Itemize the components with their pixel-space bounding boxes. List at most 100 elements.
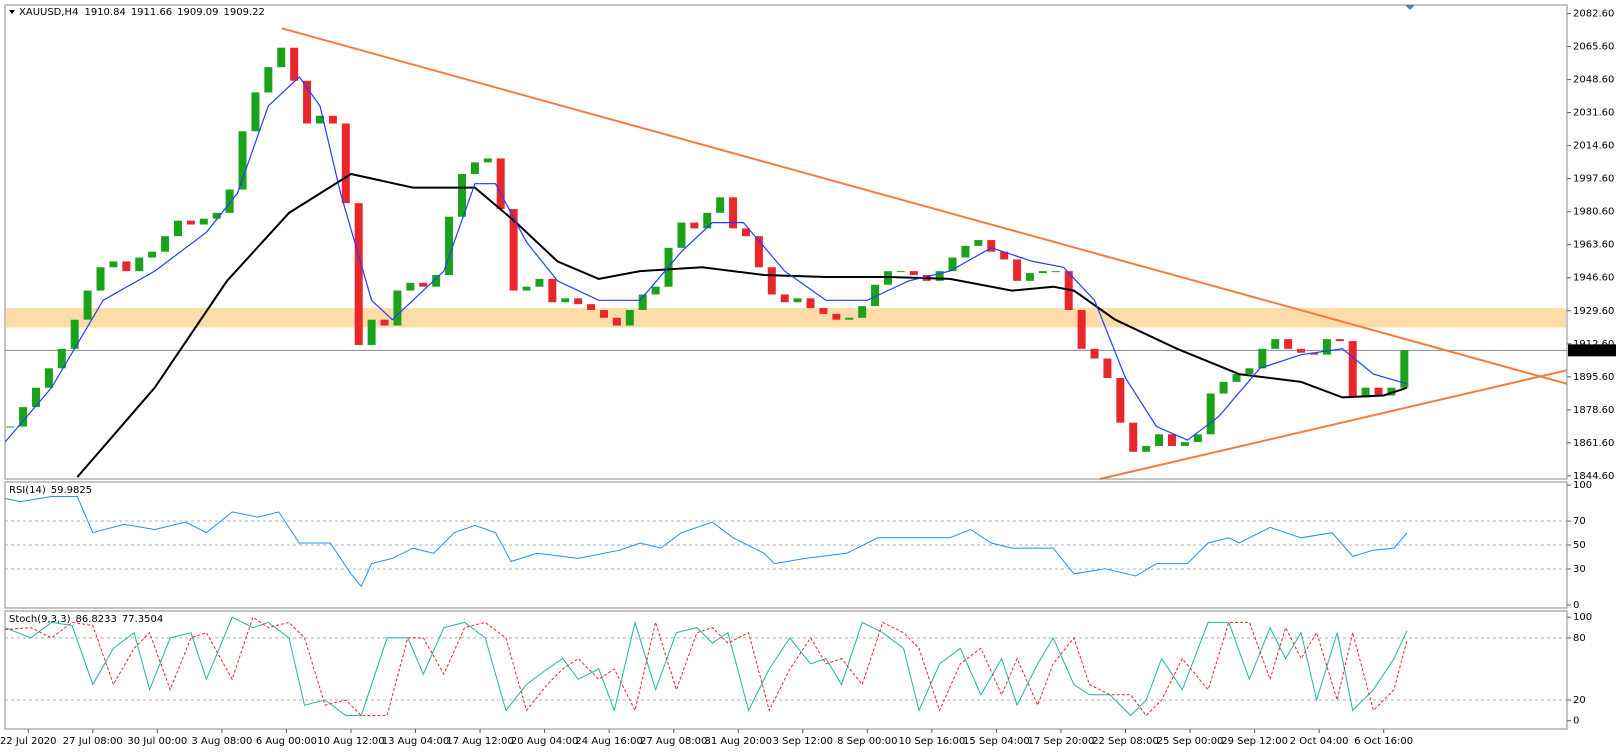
candle xyxy=(57,348,66,369)
candle xyxy=(290,47,299,81)
candle xyxy=(780,294,789,303)
indicator-line xyxy=(4,616,1408,717)
candle xyxy=(31,387,40,408)
symbol: XAUUSD,H4 xyxy=(19,7,78,18)
x-tick-label: 15 Sep 04:00 xyxy=(963,736,1030,747)
candle xyxy=(819,308,828,314)
y-tick-label: 1997.60 xyxy=(1573,174,1614,185)
price-label-box xyxy=(1568,344,1616,357)
x-tick-label: 25 Sep 00:00 xyxy=(1157,736,1224,747)
candle xyxy=(987,240,996,252)
candle xyxy=(651,286,660,295)
x-tick-label: 22 Sep 08:00 xyxy=(1092,736,1159,747)
candle xyxy=(1219,381,1228,394)
candle xyxy=(638,294,647,310)
candle xyxy=(509,208,518,291)
candle xyxy=(871,284,880,307)
x-tick-label: 24 Aug 16:00 xyxy=(575,736,642,747)
candle xyxy=(948,257,957,272)
candle xyxy=(1155,434,1164,446)
y-tick-label: 1895.60 xyxy=(1573,372,1614,383)
candle xyxy=(1038,271,1047,274)
x-tick-label: 17 Sep 20:00 xyxy=(1028,736,1095,747)
candle xyxy=(1284,339,1293,349)
candle xyxy=(1193,434,1202,443)
x-tick-label: 10 Aug 12:00 xyxy=(317,736,384,747)
stoch-title: Stoch(9,3,3) xyxy=(9,614,71,625)
y-tick-label: 2014.60 xyxy=(1573,141,1614,152)
candle xyxy=(845,317,854,320)
candle xyxy=(612,317,621,326)
x-tick-label: 3 Sep 12:00 xyxy=(773,736,833,747)
candle xyxy=(741,228,750,237)
x-tick-label: 6 Oct 16:00 xyxy=(1354,736,1413,747)
x-tick-label: 8 Sep 00:00 xyxy=(837,736,897,747)
candle xyxy=(251,92,260,132)
candle xyxy=(1000,251,1009,260)
candle xyxy=(161,236,170,252)
candle xyxy=(599,309,608,318)
candle xyxy=(729,197,738,229)
candle xyxy=(419,282,428,287)
y-tick-label: 100 xyxy=(1573,480,1592,491)
shift-marker xyxy=(1405,5,1415,10)
low: 1909.09 xyxy=(177,7,218,18)
x-tick-label: 27 Jul 08:00 xyxy=(63,736,123,747)
chart-header: XAUUSD,H4 1910.84 1911.66 1909.09 1909.22 xyxy=(19,7,265,18)
price-label: 1909.22 xyxy=(1571,345,1612,356)
candle xyxy=(1167,434,1176,446)
x-tick-label: 2 Oct 04:00 xyxy=(1290,736,1349,747)
y-tick-label: 1844.60 xyxy=(1573,471,1614,482)
x-tick-label: 10 Sep 16:00 xyxy=(898,736,965,747)
rsi-title: RSI(14) xyxy=(9,485,46,496)
candle xyxy=(561,298,570,303)
candle xyxy=(496,158,505,209)
candle xyxy=(328,115,337,124)
candle xyxy=(1271,339,1280,349)
y-tick-label: 2065.60 xyxy=(1573,42,1614,53)
candle xyxy=(1116,377,1125,423)
price-panel xyxy=(4,4,1568,480)
candle xyxy=(303,80,312,124)
candle xyxy=(1180,442,1189,446)
candle xyxy=(1400,350,1409,388)
stoch-header: Stoch(9,3,3) 86.8233 77.3504 xyxy=(9,614,163,625)
candle xyxy=(1297,348,1306,353)
candle xyxy=(1090,348,1099,359)
y-tick-label: 80 xyxy=(1573,633,1586,644)
candle xyxy=(1348,341,1357,398)
rsi-panel xyxy=(4,481,1568,609)
rsi-header: RSI(14) 59.9825 xyxy=(9,485,92,496)
candle xyxy=(354,203,363,345)
candle xyxy=(896,271,905,273)
stoch-panel xyxy=(4,610,1568,730)
y-tick-label: 1878.60 xyxy=(1573,405,1614,416)
y-tick-label: 50 xyxy=(1573,540,1586,551)
candle xyxy=(393,290,402,326)
x-tick-label: 6 Aug 00:00 xyxy=(256,736,317,747)
candle xyxy=(1361,387,1370,398)
candle xyxy=(341,123,350,204)
x-tick-label: 13 Aug 04:00 xyxy=(382,736,449,747)
candle xyxy=(148,251,157,258)
candle xyxy=(277,47,286,68)
candle xyxy=(1077,309,1086,349)
candle xyxy=(122,261,131,272)
candle xyxy=(1232,374,1241,382)
candle xyxy=(1309,352,1318,355)
candle xyxy=(1387,387,1396,396)
candle xyxy=(716,197,725,213)
candle xyxy=(935,271,944,281)
candle xyxy=(19,407,28,427)
candle xyxy=(432,275,441,287)
candle xyxy=(677,222,686,248)
candle xyxy=(6,426,15,428)
high: 1911.66 xyxy=(131,7,172,18)
candle xyxy=(587,304,596,310)
candle xyxy=(754,236,763,268)
candle xyxy=(96,267,105,291)
candle xyxy=(1129,422,1138,452)
candle xyxy=(1245,368,1254,375)
y-tick-label: 0 xyxy=(1573,600,1579,611)
